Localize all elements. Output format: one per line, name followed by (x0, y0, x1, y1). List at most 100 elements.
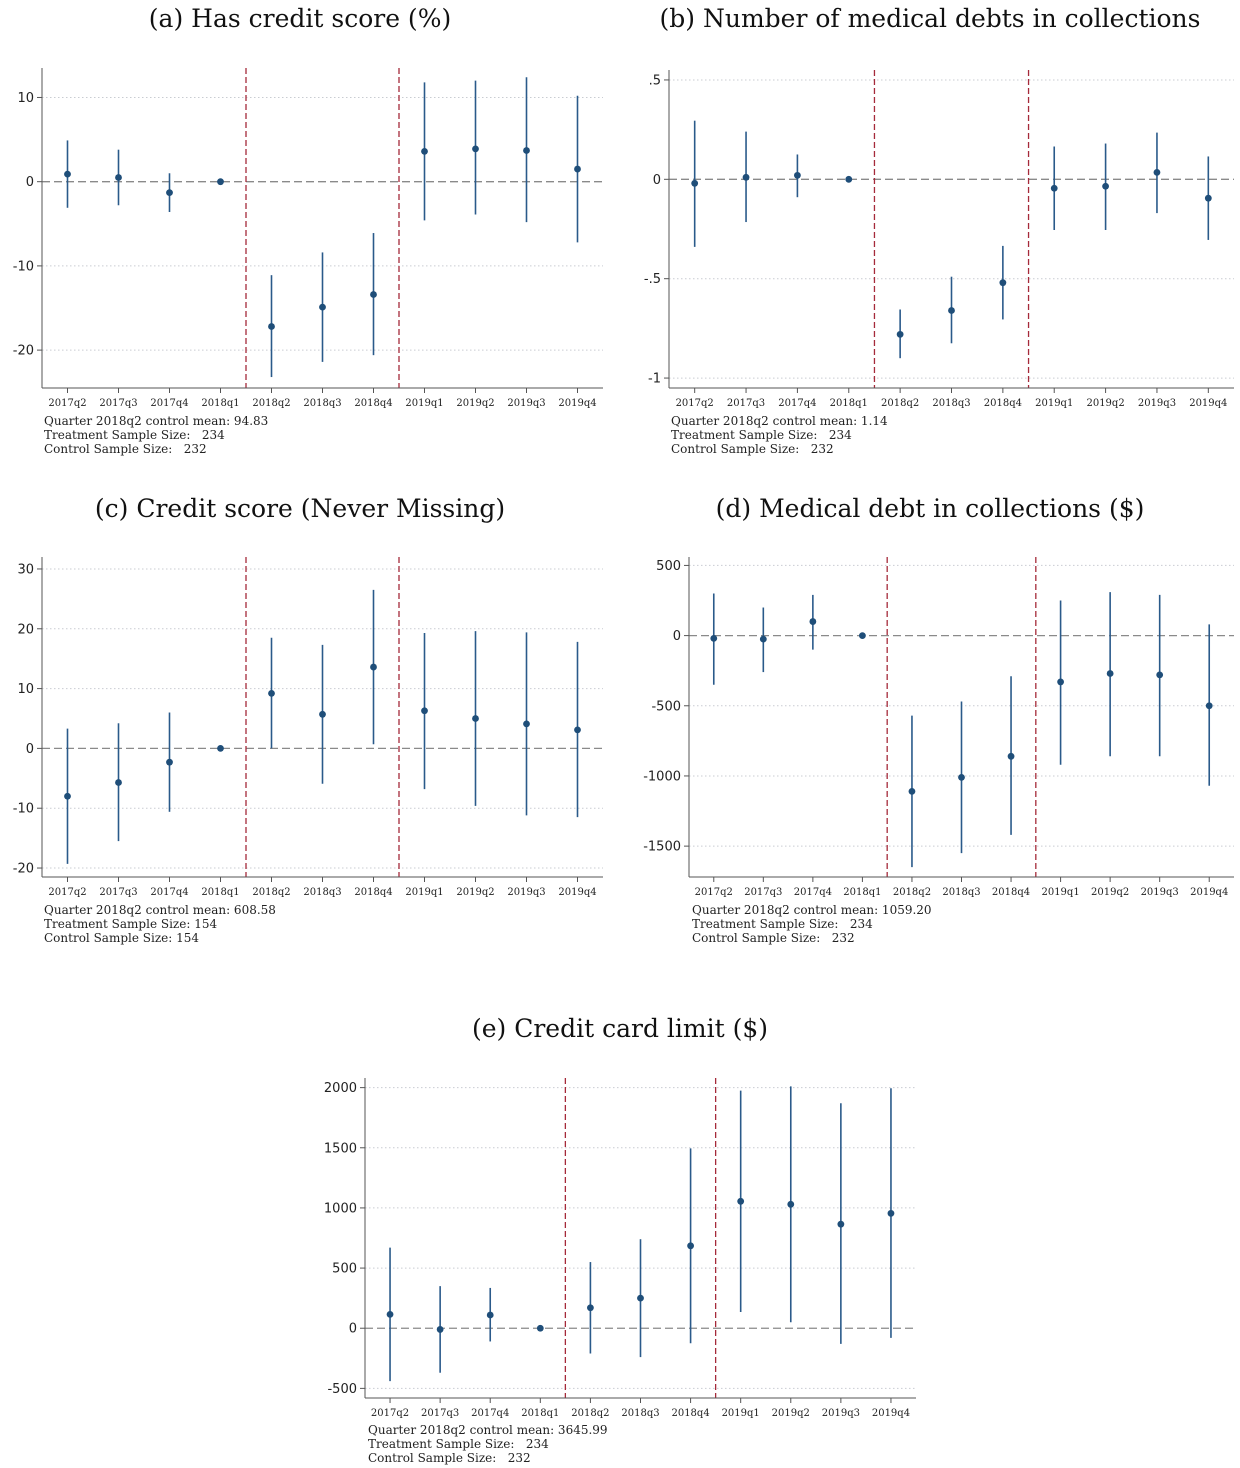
x-tick-label: 2018q1 (521, 1408, 559, 1419)
y-tick-label: 500 (656, 559, 681, 574)
x-tick-label: 2017q2 (695, 887, 733, 898)
point-estimate (486, 1311, 494, 1319)
x-tick-label: 2019q3 (507, 887, 545, 898)
x-tick-label: 2019q3 (507, 398, 545, 409)
note-line: Quarter 2018q2 control mean: 1059.20 (692, 903, 932, 917)
point-estimate (166, 758, 173, 766)
x-tick-label: 2018q1 (201, 887, 239, 898)
x-tick-label: 2018q2 (893, 887, 931, 898)
point-estimate (319, 710, 326, 718)
point-estimate (166, 189, 173, 197)
x-tick-label: 2018q3 (942, 887, 980, 898)
y-tick-label: -.5 (644, 272, 661, 287)
point-estimate (1204, 194, 1212, 202)
y-tick-label: -20 (13, 344, 34, 359)
note-line: Control Sample Size: 232 (671, 442, 834, 456)
x-tick-label: 2017q3 (99, 398, 137, 409)
x-tick-label: 2019q3 (1138, 398, 1176, 409)
panel-e-notes: Quarter 2018q2 control mean: 3645.99 Trea… (368, 1423, 608, 1465)
note-line: Treatment Sample Size: 154 (44, 917, 218, 931)
point-estimate (115, 779, 122, 786)
point-estimate (794, 171, 801, 179)
note-line: Treatment Sample Size: 234 (44, 428, 225, 442)
y-tick-label: 20 (17, 622, 34, 637)
point-estimate (887, 1209, 895, 1217)
note-line: Quarter 2018q2 control mean: 608.58 (44, 903, 276, 917)
x-tick-label: 2018q3 (303, 887, 341, 898)
point-estimate (1050, 184, 1058, 192)
point-estimate (1057, 678, 1064, 686)
point-estimate (809, 618, 817, 625)
panel-d-notes: Quarter 2018q2 control mean: 1059.20 Trea… (692, 903, 932, 945)
point-estimate (536, 1324, 544, 1332)
x-tick-label: 2017q4 (150, 398, 188, 409)
x-tick-label: 2019q3 (822, 1408, 860, 1419)
point-estimate (710, 635, 718, 642)
point-estimate (523, 720, 530, 728)
note-line: Quarter 2018q2 control mean: 1.14 (671, 414, 888, 428)
x-tick-label: 2019q4 (558, 398, 596, 409)
y-tick-label: -1500 (643, 840, 681, 855)
point-estimate (268, 689, 275, 697)
x-tick-label: 2018q3 (621, 1408, 659, 1419)
y-tick-label: -10 (13, 802, 34, 817)
point-estimate (64, 170, 71, 178)
x-tick-label: 2018q2 (571, 1408, 609, 1419)
x-tick-label: 2019q1 (405, 398, 443, 409)
panel-b-title: (b) Number of medical debts in collectio… (659, 4, 1201, 33)
y-tick-label: 0 (26, 175, 34, 190)
x-tick-label: 2019q4 (872, 1408, 910, 1419)
point-estimate (837, 1220, 845, 1228)
x-tick-label: 2017q2 (676, 398, 714, 409)
panel-c-title: (c) Credit score (Never Missing) (94, 494, 506, 523)
y-tick-label: 0 (349, 1322, 357, 1337)
panel-e-title: (e) Credit card limit ($) (471, 1014, 769, 1043)
point-estimate (759, 635, 767, 643)
y-tick-label: 0 (653, 173, 661, 188)
x-tick-label: 2019q1 (1041, 887, 1079, 898)
point-estimate (859, 632, 866, 639)
point-estimate (845, 175, 853, 183)
x-tick-label: 2019q4 (1190, 887, 1228, 898)
point-estimate (421, 707, 428, 715)
y-tick-label: -10 (13, 259, 34, 274)
point-estimate (637, 1294, 644, 1302)
point-estimate (737, 1197, 745, 1205)
note-line: Control Sample Size: 232 (44, 442, 207, 456)
y-tick-label: -1 (648, 372, 661, 387)
note-line: Treatment Sample Size: 234 (692, 917, 873, 931)
x-tick-label: 2018q4 (984, 398, 1022, 409)
x-tick-label: 2017q3 (744, 887, 782, 898)
point-estimate (958, 773, 965, 781)
y-tick-label: -500 (651, 699, 681, 714)
point-estimate (896, 330, 904, 338)
point-estimate (436, 1326, 444, 1333)
point-estimate (948, 307, 955, 314)
y-tick-label: -500 (327, 1382, 357, 1397)
x-tick-label: 2019q1 (405, 887, 443, 898)
point-estimate (691, 179, 699, 187)
point-estimate (1153, 168, 1161, 176)
note-line: Control Sample Size: 232 (692, 931, 855, 945)
x-tick-label: 2019q2 (1091, 887, 1129, 898)
y-tick-label: 1000 (324, 1201, 357, 1216)
x-tick-label: 2017q4 (778, 398, 816, 409)
point-estimate (1106, 670, 1114, 677)
x-tick-label: 2017q4 (794, 887, 832, 898)
point-estimate (1156, 671, 1164, 679)
x-tick-label: 2017q2 (48, 887, 86, 898)
point-estimate (999, 279, 1007, 287)
panel-d-title: (d) Medical debt in collections ($) (715, 494, 1145, 523)
point-estimate (574, 726, 581, 734)
note-line: Treatment Sample Size: 234 (671, 428, 852, 442)
x-tick-label: 2019q2 (1086, 398, 1124, 409)
x-tick-label: 2019q2 (456, 398, 494, 409)
point-estimate (1205, 702, 1213, 710)
x-tick-label: 2018q3 (303, 398, 341, 409)
x-tick-label: 2019q1 (722, 1408, 760, 1419)
point-estimate (268, 323, 275, 330)
point-estimate (472, 715, 479, 722)
